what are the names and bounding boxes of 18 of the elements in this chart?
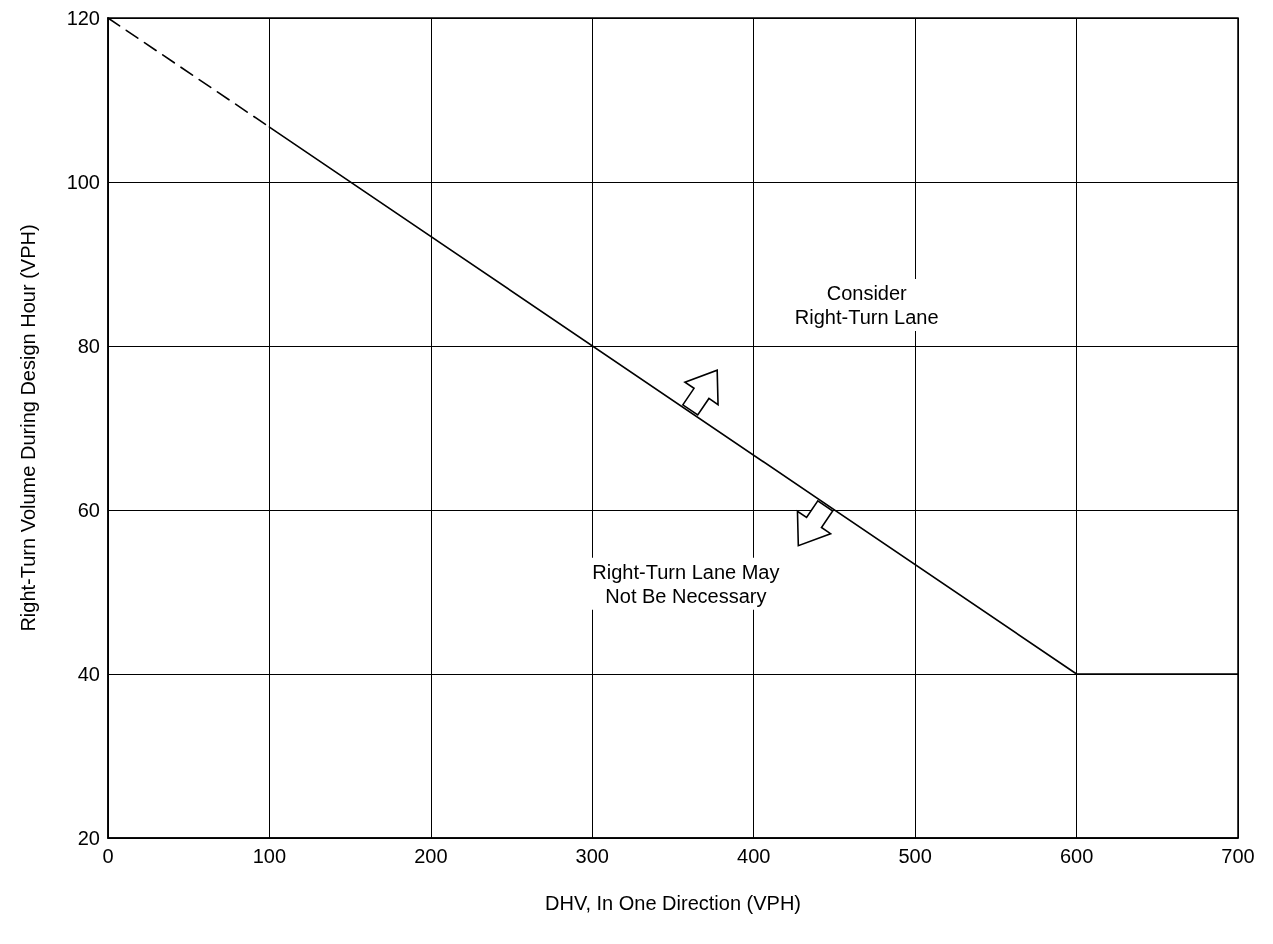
x-tick-label: 600 <box>1059 845 1094 867</box>
x-tick-label: 0 <box>102 845 114 867</box>
y-axis-title: Right-Turn Volume During Design Hour (VPH) <box>17 224 39 632</box>
y-tick-label: 40 <box>77 663 100 685</box>
y-tick-label: 120 <box>66 7 100 29</box>
annotation: Consider Right-Turn Lane <box>794 282 939 328</box>
x-axis-title: DHV, In One Direction (VPH) <box>544 892 802 914</box>
x-tick-label: 100 <box>252 845 287 867</box>
annotation: Right-Turn Lane May Not Be Necessary <box>592 560 780 607</box>
y-tick-label: 100 <box>66 171 100 193</box>
x-tick-label: 500 <box>898 845 932 867</box>
x-tick-label: 700 <box>1221 845 1255 867</box>
y-tick-label: 80 <box>77 335 100 357</box>
y-tick-label: 60 <box>77 499 100 521</box>
x-tick-label: 200 <box>414 845 448 867</box>
x-tick-label: 300 <box>575 845 609 867</box>
y-tick-label: 20 <box>77 827 100 849</box>
x-tick-label: 400 <box>737 845 771 867</box>
